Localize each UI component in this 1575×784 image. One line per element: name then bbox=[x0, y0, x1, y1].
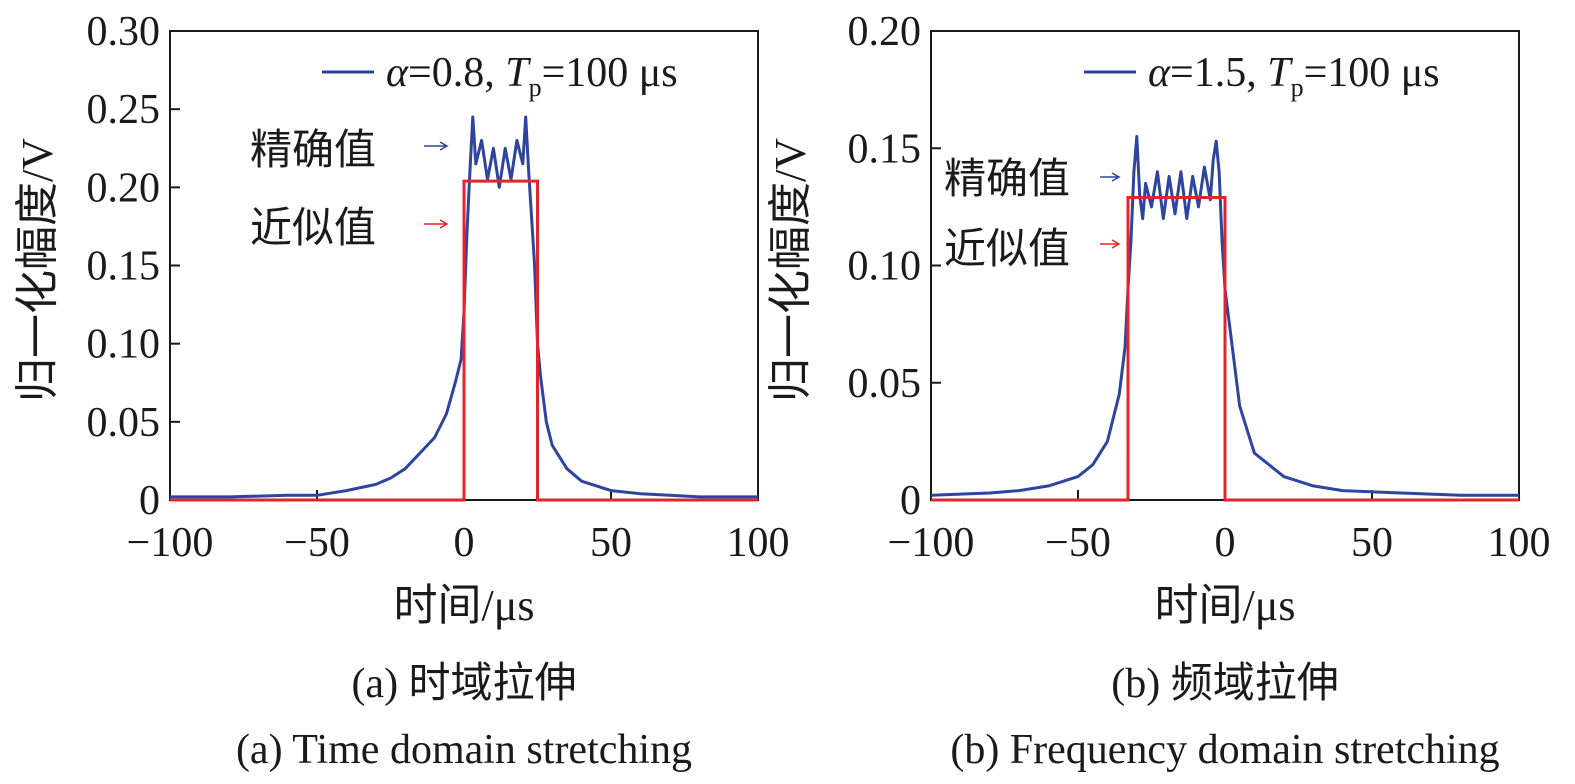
approx-series-line-a bbox=[170, 179, 758, 502]
y-ticks-b: 0 0.05 0.10 0.15 0.20 bbox=[848, 9, 941, 524]
caption-cn-a: (a) 时域拉伸 bbox=[351, 660, 576, 707]
y-tick-label: 0.20 bbox=[87, 165, 161, 211]
x-tick-label: −50 bbox=[1045, 520, 1111, 566]
y-tick-label: 0 bbox=[900, 478, 921, 524]
approx-annotation-a: 近似值 bbox=[250, 206, 376, 252]
approx-annotation-b: 近似值 bbox=[944, 227, 1070, 273]
caption-cn-b: (b) 频域拉伸 bbox=[1111, 660, 1338, 707]
y-tick-label: 0.05 bbox=[87, 400, 161, 446]
y-tick-label: 0.05 bbox=[848, 361, 922, 407]
exact-series-line-b bbox=[930, 135, 1519, 497]
y-tick-label: 0.10 bbox=[848, 244, 922, 290]
approx-arrow-b bbox=[1100, 239, 1121, 249]
exact-series-line-a bbox=[170, 115, 758, 499]
y-tick-label: 0.15 bbox=[848, 126, 922, 172]
y-axis-label-b: 归一化幅度/V bbox=[766, 138, 815, 402]
exact-annotation-b: 精确值 bbox=[944, 156, 1070, 203]
y-axis-label-a: 归一化幅度/V bbox=[13, 138, 62, 402]
x-ticks-a: −100 −50 0 50 100 bbox=[127, 490, 790, 566]
x-axis-label-b: 时间/μs bbox=[1155, 581, 1296, 630]
legend-text-a: α=0.8, Tp=100 μs bbox=[386, 50, 678, 102]
approx-arrow-a bbox=[424, 219, 449, 229]
x-tick-label: 50 bbox=[590, 520, 632, 566]
y-tick-label: 0.25 bbox=[87, 87, 161, 133]
x-tick-label: 0 bbox=[454, 520, 475, 566]
exact-annotation-a: 精确值 bbox=[250, 127, 376, 174]
legend-a: α=0.8, Tp=100 μs bbox=[322, 50, 678, 102]
caption-en-b: (b) Frequency domain stretching bbox=[950, 727, 1499, 773]
y-tick-label: 0.10 bbox=[87, 322, 161, 368]
y-ticks-a: 0 0.05 0.10 0.15 0.20 0.25 0.30 bbox=[87, 9, 180, 524]
x-tick-label: −100 bbox=[888, 520, 975, 566]
y-tick-label: 0.20 bbox=[848, 9, 922, 55]
x-tick-label: 100 bbox=[727, 520, 790, 566]
caption-en-a: (a) Time domain stretching bbox=[236, 727, 692, 773]
x-axis-label-a: 时间/μs bbox=[394, 581, 535, 630]
approx-series-line-b bbox=[931, 196, 1519, 502]
legend-text-b: α=1.5, Tp=100 μs bbox=[1148, 50, 1440, 102]
x-tick-label: −100 bbox=[127, 520, 214, 566]
legend-b: α=1.5, Tp=100 μs bbox=[1084, 50, 1440, 102]
panel-a: 00.050.100.150.200.250.30 −100 −50 0 50 100 … bbox=[13, 9, 790, 773]
exact-arrow-a bbox=[424, 141, 449, 151]
x-tick-label: −50 bbox=[284, 520, 350, 566]
y-tick-label: 0.30 bbox=[87, 9, 161, 55]
x-tick-label: 0 bbox=[1215, 520, 1236, 566]
x-ticks-b: −100 −50 0 50 100 bbox=[888, 490, 1551, 566]
y-tick-label: 0.15 bbox=[87, 244, 161, 290]
panel-b: 0 0.05 0.10 0.15 0.20 −100 −50 0 50 100 α=1.5, T… bbox=[766, 9, 1551, 773]
exact-arrow-b bbox=[1100, 172, 1121, 182]
x-tick-label: 100 bbox=[1488, 520, 1551, 566]
y-tick-label: 0 bbox=[139, 478, 160, 524]
x-tick-label: 50 bbox=[1351, 520, 1393, 566]
